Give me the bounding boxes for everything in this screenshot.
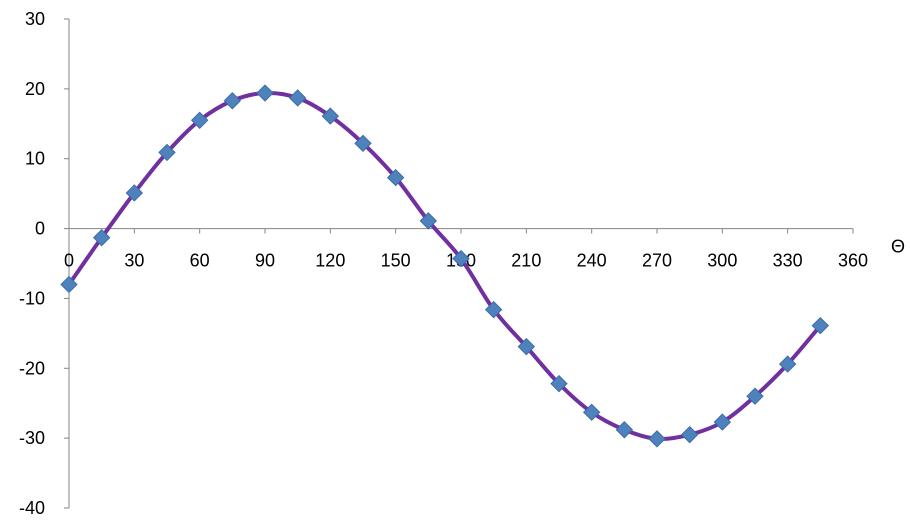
y-tick-label: 10 <box>25 149 45 169</box>
x-tick-label: 210 <box>511 251 541 271</box>
x-tick-label: 0 <box>64 251 74 271</box>
y-tick-label: 0 <box>35 219 45 239</box>
data-point-marker <box>648 430 666 448</box>
data-markers <box>60 84 830 448</box>
y-tick-labels: 30 20 10 0 -10 -20 -30 -40 <box>19 9 45 518</box>
data-point-marker <box>223 92 242 110</box>
data-point-marker <box>680 425 699 444</box>
x-tick-label: 90 <box>255 251 275 271</box>
y-tick-label: -10 <box>19 288 45 308</box>
data-point-marker <box>256 84 274 102</box>
x-tick-label: 240 <box>577 251 607 271</box>
data-point-marker <box>321 107 340 125</box>
y-tick-label: -40 <box>19 498 45 518</box>
x-tick-label: 150 <box>381 251 411 271</box>
y-tick-label: 30 <box>25 9 45 29</box>
data-point-marker <box>452 249 470 268</box>
y-tick-label: -20 <box>19 358 45 378</box>
data-point-marker <box>288 89 307 107</box>
x-tick-label: 270 <box>642 251 672 271</box>
y-tick-label: 20 <box>25 79 45 99</box>
x-tick-label: 120 <box>315 251 345 271</box>
data-point-marker <box>582 403 601 422</box>
data-point-marker <box>419 212 438 230</box>
x-axis-title: Θ <box>891 237 905 257</box>
y-ticks <box>64 18 69 509</box>
x-tick-label: 300 <box>707 251 737 271</box>
data-point-marker <box>778 355 797 373</box>
data-point-marker <box>60 275 78 294</box>
x-ticks <box>68 228 854 234</box>
data-point-marker <box>746 387 764 405</box>
data-point-marker <box>386 168 405 187</box>
data-point-marker <box>158 143 176 162</box>
data-point-marker <box>550 374 568 393</box>
data-point-marker <box>615 421 634 439</box>
data-point-marker <box>713 413 732 431</box>
x-tick-label: 330 <box>773 251 803 271</box>
data-point-marker <box>92 228 111 247</box>
x-tick-label: 30 <box>124 251 144 271</box>
data-point-marker <box>811 316 830 335</box>
y-tick-label: -30 <box>19 428 45 448</box>
data-point-marker <box>125 184 144 202</box>
x-tick-label: 360 <box>838 251 868 271</box>
axes <box>64 18 854 509</box>
data-point-marker <box>517 337 536 356</box>
x-tick-label: 60 <box>190 251 210 271</box>
data-point-marker <box>190 111 209 129</box>
x-tick-labels: 0306090120150180210240270300330360 <box>64 251 868 271</box>
data-point-marker <box>484 300 503 319</box>
data-point-marker <box>354 134 372 153</box>
